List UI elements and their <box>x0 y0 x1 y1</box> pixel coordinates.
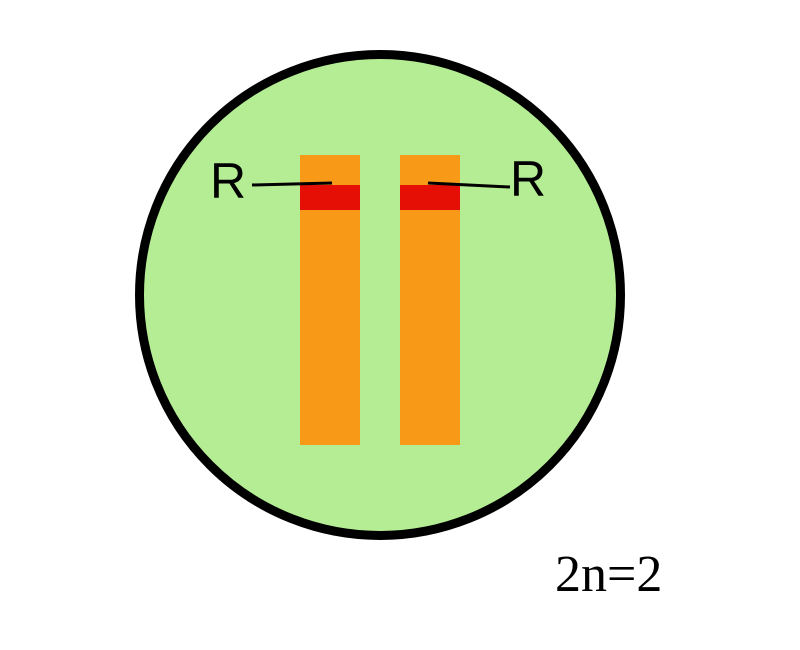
allele-label-right: R <box>510 150 546 208</box>
chromosome-right-band <box>400 185 460 210</box>
cell-circle <box>135 50 625 540</box>
allele-label-left: R <box>210 152 246 210</box>
ploidy-notation: 2n=2 <box>555 545 662 604</box>
chromosome-left-band <box>300 185 360 210</box>
chromosome-left <box>300 155 360 445</box>
chromosome-right <box>400 155 460 445</box>
diagram-stage: R R 2n=2 <box>0 0 800 650</box>
